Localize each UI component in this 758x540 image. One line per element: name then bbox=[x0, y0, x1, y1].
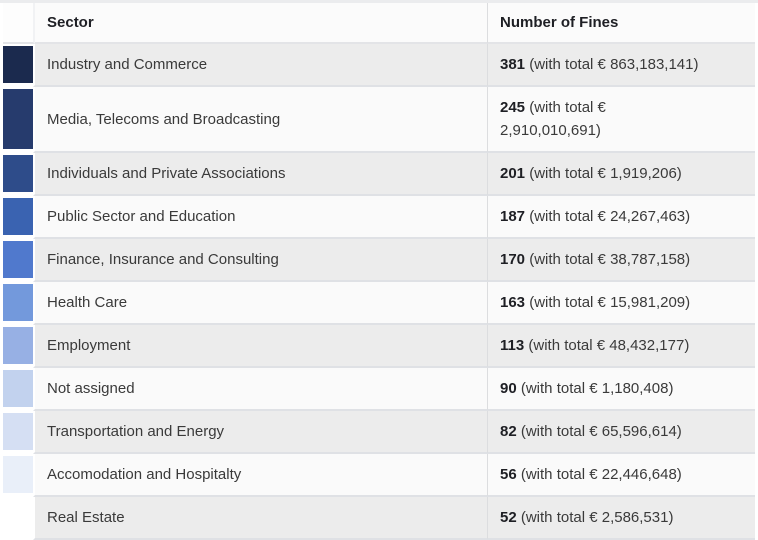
table-row: Transportation and Energy 82 (with total … bbox=[3, 411, 755, 454]
sector-name-cell: Media, Telecoms and Broadcasting bbox=[33, 87, 487, 153]
fines-count: 82 bbox=[500, 423, 517, 440]
number-of-fines-cell: 52 (with total € 2,586,531) bbox=[487, 497, 755, 540]
sector-color-cell bbox=[3, 44, 33, 87]
fines-count: 245 bbox=[500, 99, 526, 116]
sector-color-swatch bbox=[3, 46, 33, 83]
table-row: Media, Telecoms and Broadcasting 245 (wit… bbox=[3, 87, 755, 153]
table-header-row: Sector Number of Fines bbox=[3, 3, 755, 44]
number-of-fines-cell: 187 (with total € 24,267,463) bbox=[487, 196, 755, 239]
sector-color-swatch bbox=[3, 413, 33, 450]
sector-color-swatch bbox=[3, 327, 33, 364]
sector-color-cell bbox=[3, 87, 33, 153]
number-of-fines-cell: 163 (with total € 15,981,209) bbox=[487, 282, 755, 325]
table-row: Industry and Commerce 381 (with total € 8… bbox=[3, 44, 755, 87]
fines-count: 113 bbox=[500, 337, 525, 354]
fines-total: (with total € 48,432,177) bbox=[528, 337, 690, 354]
fines-total: (with total € 2,586,531) bbox=[520, 509, 674, 526]
fines-total: (with total € 863,183,141) bbox=[529, 56, 699, 73]
fines-total: (with total € 65,596,614) bbox=[520, 423, 682, 440]
fines-total: (with total €2,910,010,691) bbox=[500, 99, 606, 139]
fines-count: 52 bbox=[500, 509, 517, 526]
number-of-fines-cell: 82 (with total € 65,596,614) bbox=[487, 411, 755, 454]
table-row: Finance, Insurance and Consulting 170 (wi… bbox=[3, 239, 755, 282]
number-of-fines-cell: 113 (with total € 48,432,177) bbox=[487, 325, 755, 368]
table-row: Not assigned 90 (with total € 1,180,408) bbox=[3, 368, 755, 411]
sector-color-cell bbox=[3, 368, 33, 411]
sector-color-cell bbox=[3, 153, 33, 196]
page-top-border bbox=[0, 0, 758, 3]
fines-count: 163 bbox=[500, 294, 526, 311]
sector-color-swatch bbox=[3, 241, 33, 278]
sector-color-cell bbox=[3, 454, 33, 497]
sector-color-cell bbox=[3, 411, 33, 454]
fines-count: 56 bbox=[500, 466, 517, 483]
sector-color-swatch bbox=[3, 499, 33, 536]
table-row: Health Care 163 (with total € 15,981,209) bbox=[3, 282, 755, 325]
sector-name-cell: Individuals and Private Associations bbox=[33, 153, 487, 196]
sector-color-cell bbox=[3, 196, 33, 239]
sector-color-swatch bbox=[3, 198, 33, 235]
sector-color-swatch bbox=[3, 284, 33, 321]
sector-name-cell: Public Sector and Education bbox=[33, 196, 487, 239]
number-of-fines-cell: 245 (with total €2,910,010,691) bbox=[487, 87, 755, 153]
number-of-fines-cell: 201 (with total € 1,919,206) bbox=[487, 153, 755, 196]
swatch-column-header bbox=[3, 3, 35, 44]
sector-color-cell bbox=[3, 239, 33, 282]
fines-total: (with total € 24,267,463) bbox=[529, 208, 691, 225]
sector-name-cell: Health Care bbox=[33, 282, 487, 325]
sector-name-cell: Transportation and Energy bbox=[33, 411, 487, 454]
fines-total: (with total € 22,446,648) bbox=[520, 466, 682, 483]
number-of-fines-cell: 170 (with total € 38,787,158) bbox=[487, 239, 755, 282]
column-header-number-of-fines: Number of Fines bbox=[487, 3, 755, 44]
number-of-fines-cell: 56 (with total € 22,446,648) bbox=[487, 454, 755, 497]
sector-name-cell: Not assigned bbox=[33, 368, 487, 411]
sector-name-cell: Employment bbox=[33, 325, 487, 368]
sector-color-cell bbox=[3, 325, 33, 368]
fines-count: 170 bbox=[500, 251, 526, 268]
sector-color-cell bbox=[3, 282, 33, 325]
fines-total: (with total € 1,919,206) bbox=[529, 165, 682, 182]
sector-name-cell: Finance, Insurance and Consulting bbox=[33, 239, 487, 282]
sector-color-swatch bbox=[3, 89, 33, 149]
fines-count: 90 bbox=[500, 380, 517, 397]
table-row: Real Estate 52 (with total € 2,586,531) bbox=[3, 497, 755, 540]
table-row: Public Sector and Education 187 (with tot… bbox=[3, 196, 755, 239]
number-of-fines-cell: 90 (with total € 1,180,408) bbox=[487, 368, 755, 411]
sector-color-swatch bbox=[3, 155, 33, 192]
fines-total: (with total € 38,787,158) bbox=[529, 251, 691, 268]
fines-count: 381 bbox=[500, 56, 526, 73]
column-header-sector: Sector bbox=[35, 3, 487, 44]
table-body: Industry and Commerce 381 (with total € 8… bbox=[3, 44, 755, 540]
fines-count: 187 bbox=[500, 208, 526, 225]
fines-count: 201 bbox=[500, 165, 526, 182]
fines-total: (with total € 15,981,209) bbox=[529, 294, 691, 311]
number-of-fines-cell: 381 (with total € 863,183,141) bbox=[487, 44, 755, 87]
sector-color-swatch bbox=[3, 370, 33, 407]
fines-total: (with total € 1,180,408) bbox=[520, 380, 674, 397]
sector-name-cell: Accomodation and Hospitalty bbox=[33, 454, 487, 497]
sector-name-cell: Industry and Commerce bbox=[33, 44, 487, 87]
table-row: Accomodation and Hospitalty 56 (with tota… bbox=[3, 454, 755, 497]
sector-color-swatch bbox=[3, 456, 33, 493]
sector-name-cell: Real Estate bbox=[33, 497, 487, 540]
fines-by-sector-table: Sector Number of Fines Industry and Comm… bbox=[3, 3, 755, 540]
table-row: Employment 113 (with total € 48,432,177) bbox=[3, 325, 755, 368]
sector-color-cell bbox=[3, 497, 33, 540]
table-row: Individuals and Private Associations 201 … bbox=[3, 153, 755, 196]
